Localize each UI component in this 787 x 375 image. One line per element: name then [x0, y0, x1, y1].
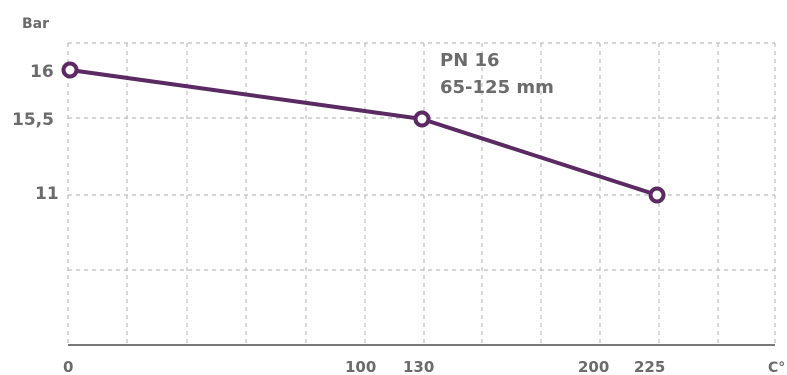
y-tick-16: 16 [30, 62, 54, 82]
data-point-0 [61, 61, 79, 79]
data-point-2 [648, 186, 666, 204]
annotation-pn16: PN 16 [440, 50, 500, 71]
y-tick-15-5: 15,5 [12, 110, 54, 130]
series-line [69, 68, 658, 197]
x-tick-225: 225 [634, 358, 665, 375]
series-layer [61, 61, 666, 204]
annotation-size: 65-125 mm [440, 77, 554, 98]
y-tick-11: 11 [35, 184, 59, 204]
y-axis-label: Bar [22, 16, 49, 32]
data-point-1 [413, 110, 431, 128]
x-tick-0: 0 [63, 358, 73, 375]
x-tick-130: 130 [403, 358, 434, 375]
x-axis-label: C° [768, 360, 785, 375]
x-tick-100: 100 [345, 358, 376, 375]
x-tick-200: 200 [578, 358, 609, 375]
grid [67, 42, 776, 345]
